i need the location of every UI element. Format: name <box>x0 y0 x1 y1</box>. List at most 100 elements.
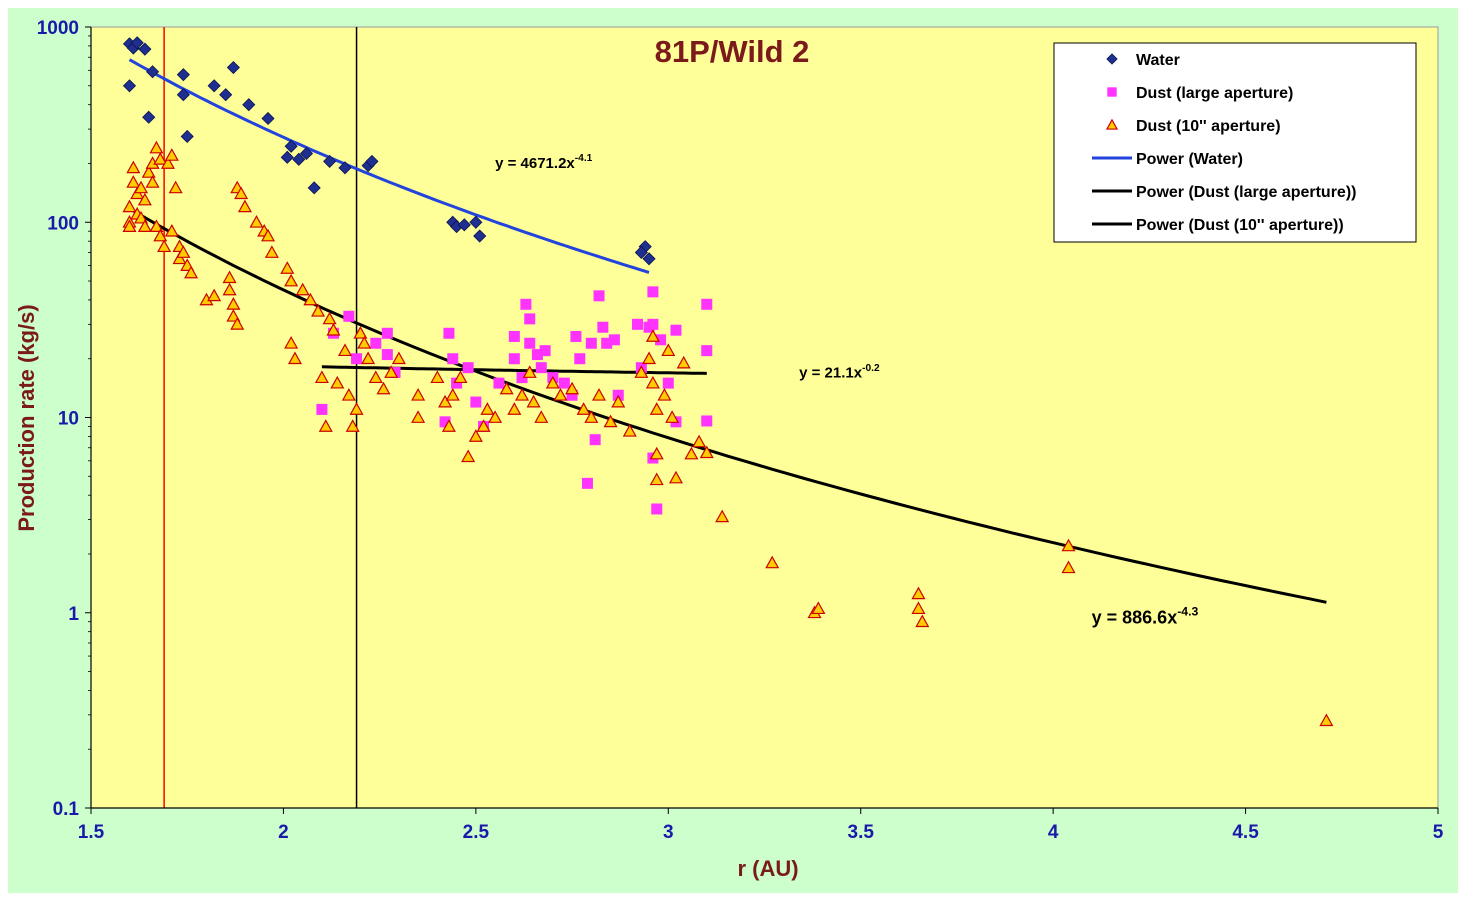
data-points <box>122 36 1334 727</box>
triangle-point <box>461 449 476 463</box>
equation-base: y = 886.6x <box>1092 608 1178 628</box>
triangle-point <box>665 410 680 423</box>
square-point <box>381 349 393 361</box>
triangle-point <box>322 311 337 325</box>
diamond-point <box>138 42 152 56</box>
triangle-point <box>137 192 152 206</box>
square-point <box>516 372 528 384</box>
legend-box <box>1053 42 1417 243</box>
triangle-point <box>684 446 699 460</box>
square-point <box>351 353 363 365</box>
y-tick-label: 10 <box>58 409 79 430</box>
triangle-point <box>499 381 514 395</box>
diamond-point <box>365 154 379 168</box>
triangle-point <box>591 388 607 401</box>
triangle-point <box>715 509 730 523</box>
fit-equation: y = 21.1x-0.2 <box>799 363 880 382</box>
diamond-point <box>122 79 137 93</box>
diamond-point <box>180 129 194 144</box>
triangle-point <box>368 370 383 384</box>
square-point <box>589 434 601 446</box>
square-point <box>520 298 532 310</box>
y-tick-label: 1000 <box>37 18 79 39</box>
equation-base: y = 21.1x <box>799 365 863 382</box>
triangle-point <box>526 394 541 408</box>
triangle-point <box>222 282 237 296</box>
square-point <box>524 313 536 325</box>
tick-labels: 1.5 2 2.5 3 3.5 4 4.5 5 0.1 1 10 100 1000 <box>37 18 1444 843</box>
diamond-point <box>226 60 240 75</box>
square-point <box>597 321 609 333</box>
y-tick-label: 1 <box>68 604 79 625</box>
triangle-point <box>603 414 618 428</box>
square-point <box>447 353 459 365</box>
reference-lines <box>163 27 358 808</box>
triangle-point <box>649 472 664 486</box>
triangle-point <box>765 555 780 569</box>
triangle-point <box>141 165 156 178</box>
triangle-point <box>318 419 333 432</box>
triangle-point <box>184 265 199 279</box>
triangle-point <box>441 419 456 432</box>
diamond-point <box>219 88 233 102</box>
triangle-point <box>634 365 649 378</box>
diamond-point <box>146 65 160 79</box>
triangle-point <box>153 152 168 165</box>
x-axis-label: r (AU) <box>737 856 798 881</box>
triangle-point <box>384 365 399 378</box>
triangle-point <box>453 370 468 384</box>
diamond-point <box>338 161 352 175</box>
x-tick-label: 1.5 <box>78 822 105 843</box>
legend-label: Dust (10'' aperture) <box>1136 118 1281 135</box>
triangle-point <box>430 370 445 384</box>
square-point <box>574 353 586 365</box>
diamond-point <box>634 245 648 260</box>
square-point <box>539 345 551 357</box>
triangle-point <box>661 343 676 357</box>
triangle-point <box>295 282 310 296</box>
triangle-point <box>699 445 714 459</box>
x-tick-label: 2.5 <box>463 822 490 843</box>
triangle-point <box>553 388 568 401</box>
triangle-point <box>507 402 522 415</box>
triangle-point <box>911 601 926 615</box>
triangle-point <box>515 388 530 401</box>
triangle-point <box>445 388 460 401</box>
square-point <box>524 337 536 349</box>
triangle-point <box>226 309 241 322</box>
square-point <box>670 324 682 336</box>
triangle-point <box>230 317 245 330</box>
diamond-point <box>292 152 306 166</box>
square-point <box>701 345 713 357</box>
triangle-point <box>172 251 187 265</box>
square-point <box>601 337 613 349</box>
triangle-point <box>1319 713 1334 727</box>
fit-equations: y = 4671.2x-4.1y = 21.1x-0.2y = 886.6x-4… <box>495 153 1198 628</box>
square-point <box>701 415 713 427</box>
triangle-point <box>284 336 299 349</box>
triangle-point <box>237 199 252 213</box>
triangle-point <box>692 434 707 448</box>
equation-exponent: -4.3 <box>1177 604 1198 618</box>
square-point <box>443 327 455 339</box>
fit-line-power-dust-10-aperture- <box>128 207 1327 604</box>
triangle-point <box>122 219 137 232</box>
triangle-point <box>915 614 930 628</box>
triangle-point <box>645 375 660 389</box>
triangle-point <box>911 586 926 600</box>
triangle-point <box>657 388 672 401</box>
triangle-point <box>438 394 453 408</box>
triangle-point <box>164 223 179 237</box>
diamond-point <box>261 111 275 126</box>
triangle-point <box>468 429 483 442</box>
triangle-point <box>534 410 549 423</box>
diamond-point <box>473 229 487 243</box>
square-point <box>462 362 474 374</box>
square-point <box>439 416 451 428</box>
triangle-point <box>330 375 345 389</box>
triangle-point <box>642 351 657 365</box>
triangle-point <box>160 156 175 169</box>
square-point <box>701 298 713 310</box>
x-tick-label: 5 <box>1433 822 1444 843</box>
